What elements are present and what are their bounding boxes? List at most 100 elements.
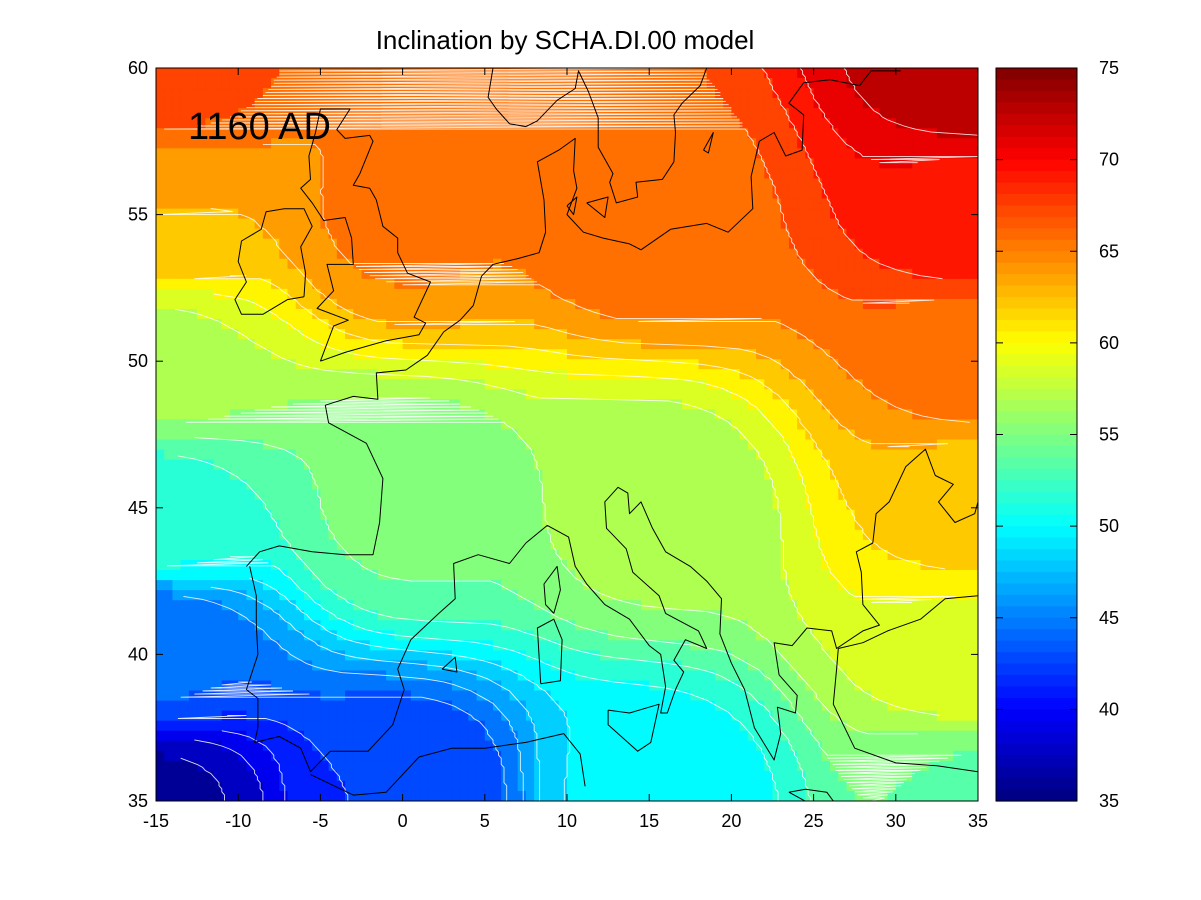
field-cell bbox=[271, 68, 280, 79]
field-cell bbox=[780, 419, 790, 431]
field-cell bbox=[205, 308, 215, 320]
field-cell bbox=[616, 519, 626, 531]
field-cell bbox=[542, 399, 552, 410]
field-cell bbox=[312, 389, 321, 400]
field-cell bbox=[443, 389, 453, 400]
field-cell bbox=[229, 238, 239, 250]
field-cell bbox=[377, 258, 387, 270]
field-cell bbox=[608, 459, 617, 471]
field-cell bbox=[427, 499, 437, 511]
field-cell bbox=[205, 118, 215, 129]
field-cell bbox=[303, 349, 313, 360]
field-cell bbox=[213, 88, 223, 99]
field-cell bbox=[271, 379, 280, 390]
field-cell bbox=[172, 459, 182, 471]
field-cell bbox=[747, 509, 757, 521]
field-cell bbox=[246, 278, 256, 290]
field-cell bbox=[591, 429, 601, 441]
field-cell bbox=[361, 429, 371, 441]
field-cell bbox=[468, 278, 478, 290]
field-cell bbox=[172, 198, 182, 210]
field-cell bbox=[221, 319, 231, 330]
field-cell bbox=[451, 158, 461, 170]
field-cell bbox=[410, 238, 420, 250]
field-cell bbox=[451, 278, 461, 290]
field-cell bbox=[731, 319, 741, 330]
field-cell bbox=[229, 329, 239, 340]
field-cell bbox=[838, 389, 848, 400]
field-cell bbox=[295, 419, 305, 431]
field-cell bbox=[287, 549, 297, 561]
field-cell bbox=[953, 208, 963, 220]
field-cell bbox=[501, 128, 511, 139]
field-cell bbox=[460, 389, 469, 400]
field-cell bbox=[550, 369, 560, 380]
field-cell bbox=[345, 449, 354, 461]
field-cell bbox=[821, 128, 831, 139]
field-cell bbox=[936, 399, 946, 410]
field-cell bbox=[262, 509, 272, 521]
field-cell bbox=[690, 419, 700, 431]
field-cell bbox=[443, 298, 453, 310]
field-cell bbox=[830, 449, 839, 461]
field-cell bbox=[451, 539, 461, 551]
field-cell bbox=[854, 178, 864, 190]
field-cell bbox=[805, 519, 815, 531]
field-cell bbox=[780, 399, 790, 410]
field-cell bbox=[723, 459, 732, 471]
field-cell bbox=[599, 308, 609, 320]
field-cell bbox=[377, 308, 387, 320]
field-cell bbox=[328, 148, 338, 159]
field-cell bbox=[525, 509, 535, 521]
field-cell bbox=[912, 449, 922, 461]
field-cell bbox=[756, 268, 765, 280]
field-cell bbox=[912, 549, 922, 561]
field-cell bbox=[690, 509, 700, 521]
field-cell bbox=[912, 228, 922, 240]
field-cell bbox=[517, 560, 527, 571]
field-cell bbox=[846, 98, 856, 109]
field-cell bbox=[254, 88, 264, 99]
field-cell bbox=[871, 168, 880, 180]
field-cell bbox=[649, 459, 659, 471]
field-cell bbox=[616, 439, 626, 451]
field-cell bbox=[451, 128, 461, 139]
field-cell bbox=[517, 228, 527, 240]
field-cell bbox=[468, 118, 478, 129]
field-cell bbox=[961, 278, 971, 290]
field-cell bbox=[854, 379, 864, 390]
field-cell bbox=[945, 218, 954, 230]
field-cell bbox=[764, 359, 774, 370]
field-cell bbox=[772, 288, 782, 300]
field-cell bbox=[369, 379, 379, 390]
field-cell bbox=[509, 288, 519, 300]
field-cell bbox=[657, 138, 667, 149]
field-cell bbox=[969, 419, 978, 431]
field-cell bbox=[969, 198, 978, 210]
field-cell bbox=[295, 489, 305, 501]
field-cell bbox=[895, 479, 905, 491]
field-cell bbox=[928, 298, 938, 310]
field-cell bbox=[377, 519, 387, 531]
field-cell bbox=[961, 359, 971, 370]
field-cell bbox=[657, 529, 667, 541]
field-cell bbox=[172, 228, 182, 240]
field-cell bbox=[229, 128, 239, 139]
field-cell bbox=[246, 158, 256, 170]
field-cell bbox=[714, 459, 724, 471]
field-cell bbox=[895, 499, 905, 511]
field-cell bbox=[756, 509, 765, 521]
field-cell bbox=[410, 248, 420, 260]
field-cell bbox=[287, 118, 297, 129]
field-cell bbox=[451, 198, 461, 210]
field-cell bbox=[846, 168, 856, 180]
field-cell bbox=[640, 409, 650, 421]
field-cell bbox=[476, 238, 486, 250]
field-cell bbox=[624, 459, 634, 471]
field-cell bbox=[599, 278, 609, 290]
field-cell bbox=[558, 449, 568, 461]
field-cell bbox=[336, 419, 346, 431]
field-cell bbox=[599, 68, 609, 79]
field-cell bbox=[904, 98, 913, 109]
field-cell bbox=[764, 560, 774, 571]
